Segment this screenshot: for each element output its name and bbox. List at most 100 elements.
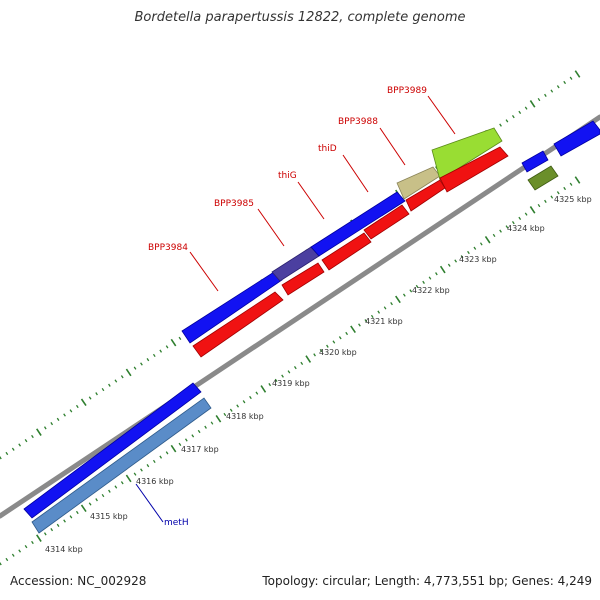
inner-track-tick bbox=[125, 474, 132, 483]
gene-label-bpp3985[interactable]: BPP3985 bbox=[214, 199, 254, 209]
cds-reverse-2[interactable] bbox=[281, 262, 325, 296]
inner-track-tick bbox=[505, 225, 509, 229]
inner-track-tick bbox=[31, 540, 34, 545]
inner-track-tick bbox=[350, 325, 356, 334]
cds-reverse-6[interactable] bbox=[439, 146, 509, 193]
inner-track-tick bbox=[287, 370, 291, 374]
inner-track-tick bbox=[537, 203, 541, 208]
inner-track-tick bbox=[435, 272, 438, 276]
inner-track-tick bbox=[170, 444, 177, 453]
inner-track-tick bbox=[569, 182, 573, 186]
inner-track-tick bbox=[428, 276, 432, 280]
inner-track-tick bbox=[305, 355, 312, 363]
outer-track-tick bbox=[524, 106, 528, 110]
inner-track-tick bbox=[215, 414, 222, 423]
map-title: Bordetella parapertussis 12822, complete… bbox=[134, 10, 466, 25]
inner-track-tick bbox=[108, 489, 111, 493]
gene-label-metH[interactable]: metH bbox=[164, 518, 189, 528]
cds-bpp3989[interactable] bbox=[431, 127, 503, 181]
inner-track-tick bbox=[484, 235, 491, 244]
inner-track-tick bbox=[370, 314, 374, 319]
cds-olive-right[interactable] bbox=[527, 165, 559, 191]
inner-track-tick bbox=[184, 438, 188, 442]
outer-track-tick bbox=[120, 375, 124, 379]
gene-label-bpp3989[interactable]: BPP3989 bbox=[387, 86, 427, 96]
gene-labels: BPP3984 BPP3985 thiG thiD BPP3988 BPP398… bbox=[148, 86, 427, 528]
cds-forward-left[interactable] bbox=[23, 382, 202, 519]
outer-track-tick bbox=[101, 387, 105, 392]
inner-track-tick bbox=[332, 340, 336, 344]
outer-track-tick bbox=[152, 353, 156, 358]
inner-track-tick bbox=[165, 451, 169, 455]
outer-track-tick bbox=[140, 362, 143, 366]
inner-track-tick bbox=[159, 455, 163, 459]
inner-track-tick bbox=[18, 549, 22, 553]
outer-track-tick bbox=[125, 368, 132, 377]
outer-track-tick bbox=[170, 338, 177, 347]
cds-steelblue-left[interactable] bbox=[31, 397, 212, 534]
inner-track-tick bbox=[11, 553, 15, 557]
outer-track-tick bbox=[31, 434, 34, 439]
reverse-features bbox=[31, 146, 559, 534]
inner-track-tick bbox=[390, 302, 393, 306]
inner-track-tick bbox=[75, 510, 79, 515]
label-leaders bbox=[135, 95, 456, 523]
tick-label-4319: 4319 kbp bbox=[272, 379, 310, 388]
inner-track-tick bbox=[140, 468, 143, 472]
outer-track-tick bbox=[556, 85, 560, 89]
gene-label-bpp3984[interactable]: BPP3984 bbox=[148, 243, 188, 253]
gene-label-thiD[interactable]: thiD bbox=[318, 144, 337, 154]
inner-track-tick bbox=[460, 255, 464, 259]
outer-track-tick bbox=[80, 398, 87, 407]
inner-dotted-track bbox=[0, 176, 581, 566]
cds-forward-right-1[interactable] bbox=[521, 150, 549, 173]
inner-track-tick bbox=[80, 504, 87, 513]
outer-track-tick bbox=[550, 89, 554, 93]
outer-track-tick bbox=[544, 93, 547, 97]
outer-track-tick bbox=[108, 383, 111, 387]
outer-track-tick bbox=[563, 80, 567, 85]
outer-track-tick bbox=[178, 336, 182, 340]
inner-track-tick bbox=[473, 246, 477, 250]
outer-track-tick bbox=[159, 349, 163, 353]
gene-label-thiG[interactable]: thiG bbox=[278, 171, 297, 181]
outer-track-tick bbox=[499, 123, 502, 127]
inner-track-tick bbox=[36, 534, 42, 542]
inner-track-tick bbox=[300, 361, 304, 365]
inner-track-tick bbox=[358, 323, 361, 327]
inner-track-tick bbox=[24, 545, 28, 549]
cds-forward-right-2[interactable] bbox=[553, 120, 600, 157]
inner-track-tick bbox=[50, 528, 54, 532]
genome-backbone bbox=[0, 114, 600, 519]
scale-labels: 4314 kbp 4315 kbp 4316 kbp 4317 kbp 4318… bbox=[45, 195, 592, 554]
inner-track-tick bbox=[178, 442, 182, 446]
inner-track-tick bbox=[377, 310, 381, 314]
cds-reverse-3[interactable] bbox=[321, 232, 372, 271]
outer-track-tick bbox=[511, 115, 515, 119]
inner-track-tick bbox=[210, 421, 214, 425]
leader-thiG bbox=[297, 181, 325, 220]
inner-track-tick bbox=[69, 515, 73, 519]
inner-track-tick bbox=[120, 481, 124, 485]
inner-track-tick bbox=[550, 195, 554, 199]
inner-track-tick bbox=[364, 319, 368, 323]
cds-reverse-4[interactable] bbox=[363, 204, 410, 240]
inner-track-tick bbox=[293, 366, 297, 370]
inner-track-tick bbox=[204, 425, 207, 429]
inner-track-tick bbox=[467, 250, 470, 255]
inner-track-tick bbox=[133, 472, 137, 476]
cds-thiG-thiD[interactable] bbox=[310, 191, 406, 257]
inner-track-tick bbox=[447, 263, 451, 267]
outer-track-tick bbox=[75, 404, 79, 409]
outer-track-tick bbox=[36, 428, 42, 436]
outer-track-tick bbox=[24, 439, 28, 443]
cds-reverse-1[interactable] bbox=[192, 291, 284, 358]
outer-track-tick bbox=[95, 392, 98, 396]
outer-track-tick bbox=[114, 379, 118, 383]
inner-track-tick bbox=[511, 221, 515, 225]
gene-label-bpp3988[interactable]: BPP3988 bbox=[338, 117, 378, 127]
inner-track-tick bbox=[56, 523, 60, 527]
inner-track-tick bbox=[152, 459, 156, 464]
inner-track-tick bbox=[422, 280, 425, 284]
